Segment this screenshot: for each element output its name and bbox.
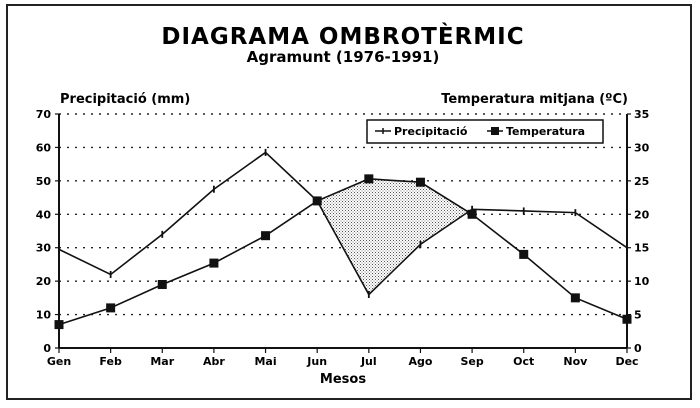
left-axis-ticks: 0 10 20 30 40 50 60 70	[36, 108, 59, 355]
legend: Precipitació Temperatura	[366, 119, 604, 144]
right-tick-label: 15	[634, 242, 649, 255]
right-axis-title: Temperatura mitjana (ºC)	[441, 92, 628, 107]
x-tick-label: Dec	[615, 355, 638, 368]
left-axis-title: Precipitació (mm)	[60, 92, 190, 107]
x-tick-label: Sep	[460, 355, 483, 368]
right-tick-label: 35	[634, 108, 649, 121]
x-tick-label: Mai	[254, 355, 276, 368]
temperature-point	[415, 177, 425, 187]
left-tick-label: 40	[36, 208, 52, 221]
right-tick-label: 20	[634, 208, 650, 221]
x-tick-label: Oct	[513, 355, 534, 368]
left-tick-label: 0	[43, 342, 51, 355]
temperature-point	[570, 293, 580, 303]
legend-temp-label: Temperatura	[506, 125, 585, 138]
temperature-point	[312, 196, 322, 206]
temperature-point	[209, 258, 219, 268]
precipitation-line	[58, 151, 628, 296]
legend-precip-label: Precipitació	[394, 125, 468, 138]
temperature-point	[467, 209, 477, 219]
dry-period-shading	[317, 178, 473, 295]
right-tick-label: 0	[634, 342, 642, 355]
left-tick-label: 70	[36, 108, 52, 121]
left-tick-label: 10	[36, 309, 52, 322]
x-axis-ticks: Gen Feb Mar Abr Mai Jun Jul Ago Sep Oct Nov Dec	[47, 348, 639, 368]
x-tick-label: Gen	[47, 355, 71, 368]
temperature-point	[364, 174, 374, 184]
chart-frame	[6, 4, 692, 400]
right-tick-label: 25	[634, 175, 649, 188]
chart-subtitle: Agramunt (1976-1991)	[247, 48, 440, 66]
chart-title: DIAGRAMA OMBROTÈRMIC	[161, 22, 524, 50]
temperature-point	[54, 320, 64, 330]
temperature-line	[58, 178, 628, 326]
left-tick-label: 60	[36, 141, 52, 154]
x-axis-title: Mesos	[320, 372, 366, 387]
temperature-point	[519, 249, 529, 259]
series-layer	[54, 148, 632, 330]
temperature-point	[622, 314, 632, 324]
plot-axes	[58, 114, 628, 349]
right-tick-label: 30	[634, 141, 650, 154]
right-tick-label: 10	[634, 275, 650, 288]
dry-period-area	[317, 178, 473, 295]
x-tick-label: Ago	[408, 355, 432, 368]
x-tick-label: Jul	[360, 355, 377, 368]
left-tick-label: 30	[36, 242, 52, 255]
x-tick-label: Feb	[99, 355, 122, 368]
x-tick-label: Abr	[203, 355, 225, 368]
temperature-point	[261, 231, 271, 241]
left-tick-label: 50	[36, 175, 52, 188]
x-tick-label: Jun	[306, 355, 327, 368]
right-tick-label: 5	[634, 309, 642, 322]
x-tick-label: Nov	[563, 355, 588, 368]
left-tick-label: 20	[36, 275, 52, 288]
temperature-point	[106, 303, 116, 313]
legend-temp-marker	[491, 127, 499, 135]
legend-box	[366, 119, 604, 144]
right-axis-ticks: 0 5 10 15 20 25 30 35	[627, 108, 650, 355]
grid-lines	[59, 113, 627, 316]
temperature-point	[157, 279, 167, 289]
x-tick-label: Mar	[150, 355, 174, 368]
